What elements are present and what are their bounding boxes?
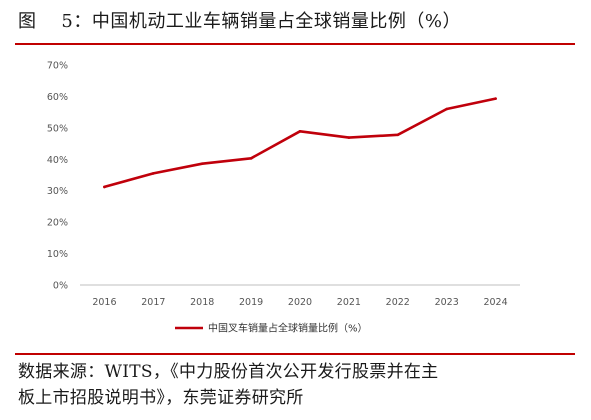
figure-title: 图 5：中国机动工业车辆销量占全球销量比例（%） [18, 11, 461, 32]
x-tick-label: 2016 [92, 297, 116, 308]
y-tick-label: 60% [47, 92, 68, 103]
footer-rule [15, 353, 575, 355]
y-tick-label: 50% [47, 123, 68, 134]
chart-area: 0% 10% 20% 30% 40% 50% 60% 70% 2016 2017 2018 2019 2… [0, 45, 591, 350]
y-tick-label: 20% [47, 218, 68, 229]
data-point [445, 107, 448, 111]
data-point [396, 133, 400, 137]
data-point [494, 97, 497, 100]
x-tick-label: 2022 [386, 297, 410, 308]
x-tick-label: 2023 [435, 297, 459, 308]
data-point [298, 130, 302, 133]
source-line-2: 板上市招股说明书》，东莞证券研究所 [18, 388, 304, 408]
x-tick-label: 2021 [337, 297, 361, 308]
figure-title-text: 中国机动工业车辆销量占全球销量比例（%） [91, 11, 461, 32]
y-tick-label: 30% [47, 186, 68, 197]
y-tick-label: 10% [47, 249, 68, 260]
data-point [200, 162, 204, 165]
figure-header: 图 5：中国机动工业车辆销量占全球销量比例（%） [0, 0, 591, 44]
source-note: 数据来源：WITS，《中力股份首次公开发行股票并在主 板上市招股说明书》，东莞证… [18, 359, 578, 411]
figure-label: 图 [18, 11, 37, 32]
legend-label: 中国叉车销量占全球销量比例（%） [208, 322, 368, 335]
y-tick-label: 0% [53, 281, 68, 292]
series-line [103, 97, 497, 189]
source-line-1: 数据来源：WITS，《中力股份首次公开发行股票并在主 [18, 362, 439, 382]
header-rule [15, 43, 575, 45]
x-tick-label: 2020 [288, 297, 312, 308]
line-chart: 0% 10% 20% 30% 40% 50% 60% 70% 2016 2017 2018 2019 2… [47, 61, 520, 335]
y-tick-label: 70% [47, 61, 68, 72]
figure-number: 5 [61, 11, 74, 32]
x-tick-label: 2019 [239, 297, 263, 308]
x-tick-label: 2024 [483, 297, 507, 308]
x-tick-label: 2017 [141, 297, 165, 308]
data-point [152, 172, 155, 175]
x-tick-label: 2018 [190, 297, 214, 308]
data-point [249, 157, 253, 160]
data-point [103, 185, 106, 189]
data-point [347, 136, 351, 139]
y-tick-label: 40% [47, 155, 68, 166]
